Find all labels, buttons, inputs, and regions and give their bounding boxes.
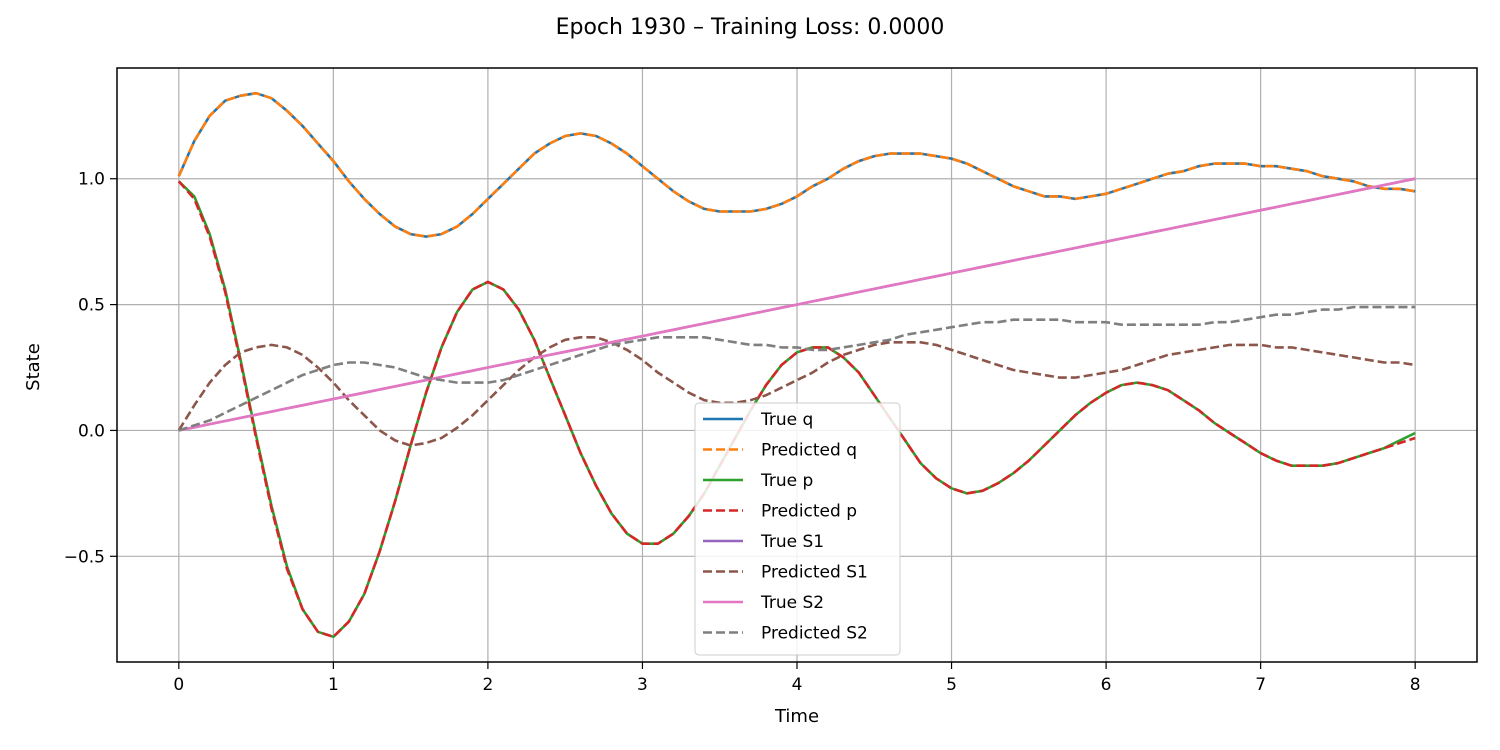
series-line-predicted-s1 [177,335,1416,447]
x-tick-label: 4 [792,675,803,695]
legend-label: True S2 [760,593,824,613]
series-line-predicted-q [177,91,1416,238]
y-tick-label: −0.5 [64,547,105,567]
series-line-true-s2 [178,177,1416,432]
legend-label: True p [760,471,813,491]
x-tick-label: 5 [946,675,957,695]
series-line-predicted-p [177,180,1416,639]
legend-label: Predicted p [761,502,857,522]
axis-ticks: 0 1 2 3 4 5 6 7 8 −0.5 0.0 0.5 1.0 [64,170,1421,695]
x-tick-label: 8 [1410,675,1421,695]
x-tick-label: 0 [173,675,184,695]
legend-label: True S1 [760,532,824,552]
x-tick-label: 3 [637,675,648,695]
series-line-predicted-s2 [178,305,1416,432]
legend-label: True q [760,410,813,430]
x-tick-label: 1 [328,675,339,695]
plot-series [177,91,1416,639]
legend: True q Predicted q True p Predicted p True S… [694,402,901,656]
x-tick-label: 6 [1101,675,1112,695]
y-tick-label: 1.0 [78,170,105,190]
x-tick-label: 2 [482,675,493,695]
y-axis-label: State [23,343,44,391]
y-tick-label: 0.5 [78,296,105,316]
legend-box [694,402,901,656]
y-tick-label: 0.0 [78,421,105,441]
legend-label: Predicted q [761,441,857,461]
x-tick-label: 7 [1255,675,1266,695]
legend-label: Predicted S2 [761,624,868,644]
chart-title: Epoch 1930 – Training Loss: 0.0000 [556,15,945,40]
legend-label: Predicted S1 [761,563,868,583]
x-axis-label: Time [774,706,819,727]
